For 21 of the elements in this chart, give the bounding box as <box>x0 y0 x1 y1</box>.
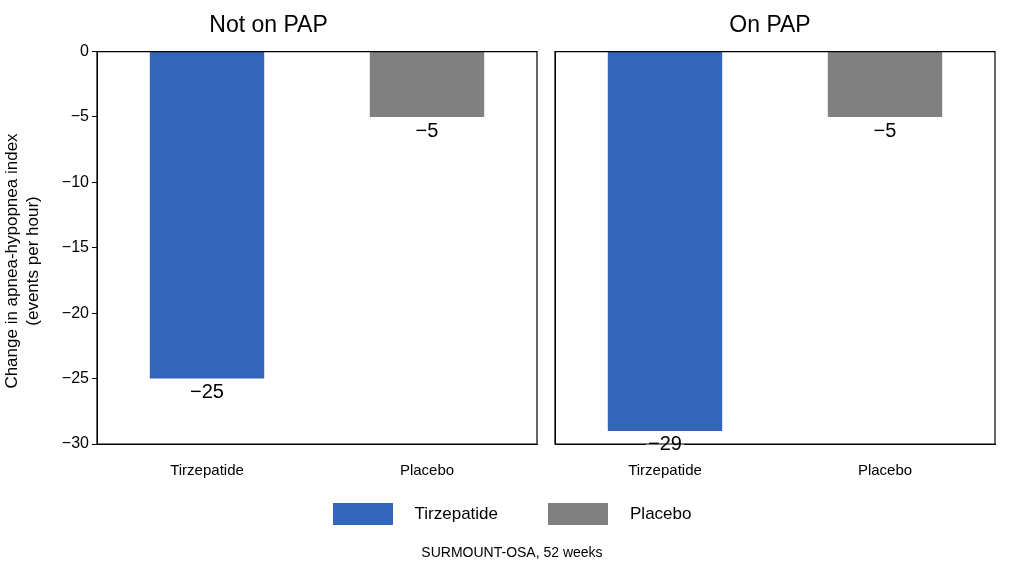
legend-label: Placebo <box>630 504 692 524</box>
data-label: −5 <box>873 118 897 141</box>
data-label: −29 <box>648 432 682 455</box>
y-tick-label: −20 <box>61 303 90 321</box>
x-tick-label: Placebo <box>399 461 455 479</box>
y-tick-label: −15 <box>61 238 90 256</box>
x-tick-label: Tirzepatide <box>628 461 702 479</box>
chart-title: Not on PAP <box>209 11 328 38</box>
text: SURMOUNT-OSA, 52 weeks <box>420 544 604 560</box>
y-tick-label: −30 <box>61 434 90 452</box>
y-axis-title: Change in apnea-hypopnea index (events per hour) <box>1 132 43 391</box>
y-tick-label: 0 <box>80 42 90 60</box>
x-tick-label: Placebo <box>857 461 913 479</box>
y-tick-label: −10 <box>61 172 90 190</box>
x-tick-label: Tirzepatide <box>170 461 244 479</box>
chart-title: On PAP <box>729 11 811 38</box>
data-label: −25 <box>190 380 224 403</box>
y-tick-label: −25 <box>61 369 90 387</box>
legend-label: Tirzepatide <box>414 504 499 524</box>
y-tick-label: −5 <box>70 107 90 125</box>
data-label: −5 <box>415 118 439 141</box>
